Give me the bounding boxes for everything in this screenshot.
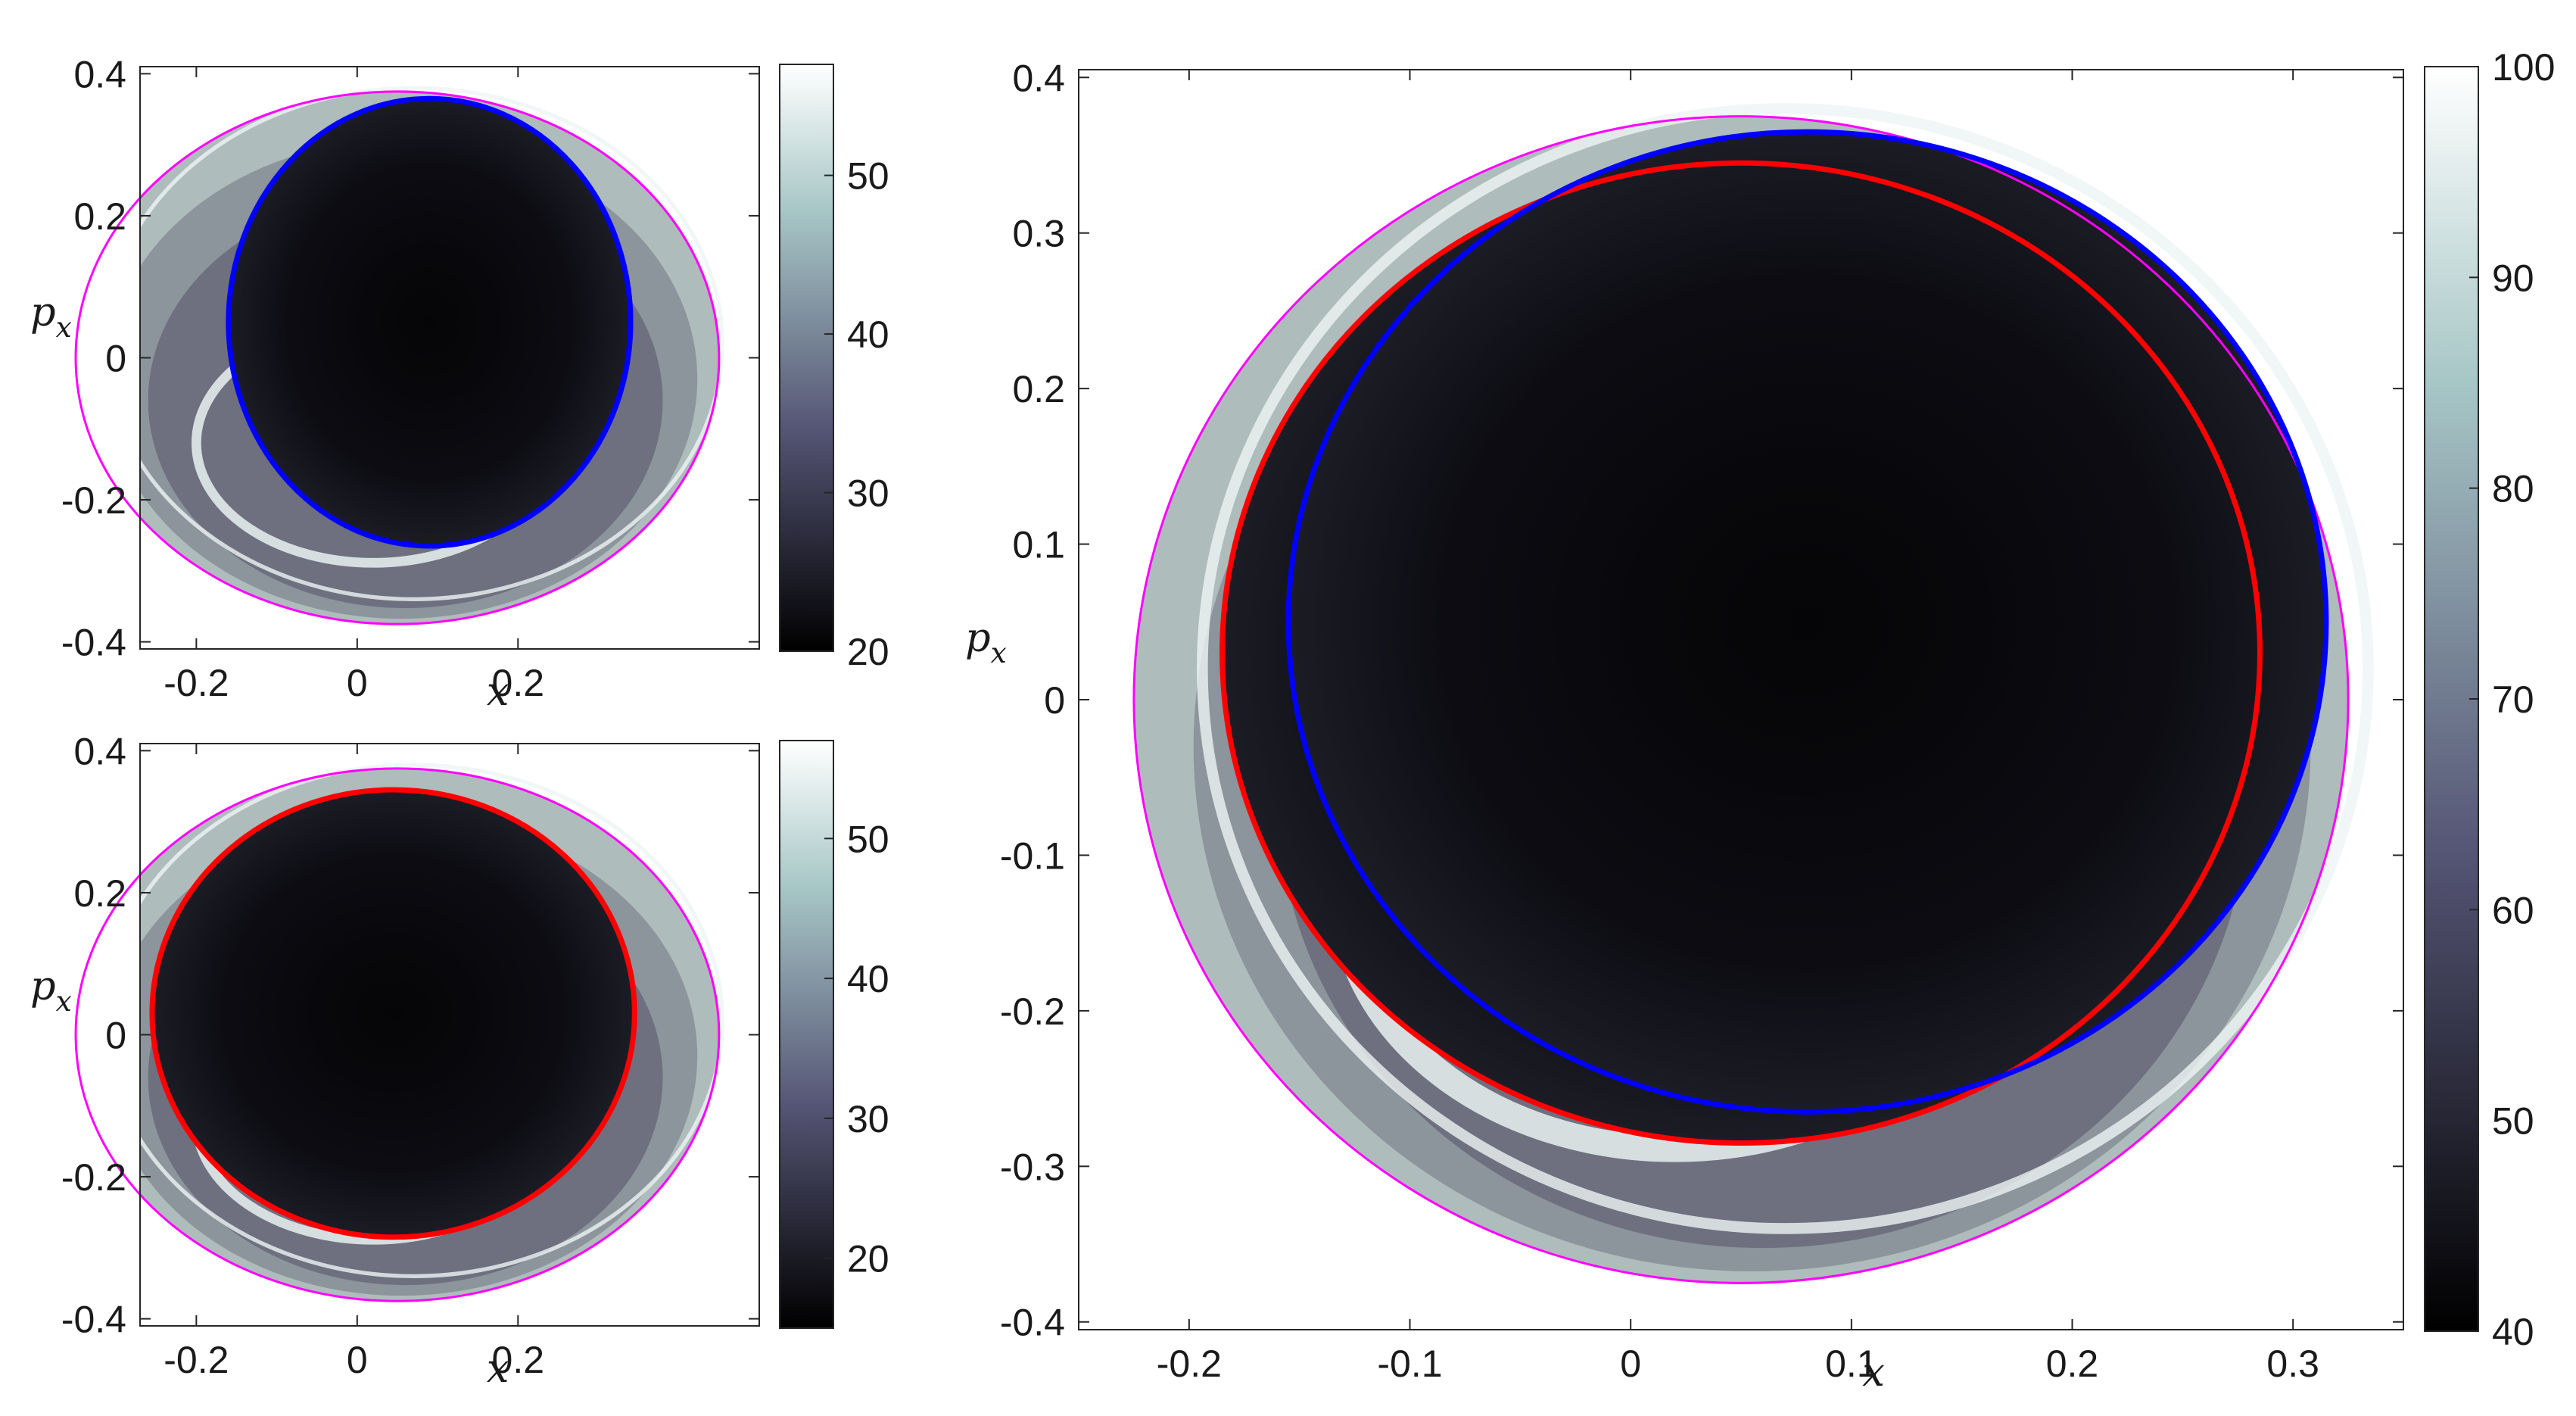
x-tick-label: -0.2: [164, 1339, 229, 1381]
x-axis-label: x: [1862, 1349, 1885, 1396]
colorbar-tick-label: 40: [847, 313, 889, 356]
y-axis-label: px: [30, 289, 72, 344]
heatmap-core: [1288, 132, 2326, 1112]
y-tick-label: 0: [105, 1015, 126, 1057]
heatmap-core: [228, 98, 631, 547]
colorbar-tick-label: 80: [2492, 468, 2534, 510]
colorbar: [779, 64, 834, 652]
x-tick-label: 0: [1620, 1343, 1641, 1385]
y-tick-label: 0: [105, 338, 126, 380]
y-tick-label: 0.4: [73, 53, 126, 95]
x-tick-label: 0.2: [2046, 1343, 2099, 1385]
y-tick-label: -0.3: [1000, 1146, 1065, 1188]
red-curve: [149, 787, 637, 1240]
colorbar-tick-label: 50: [847, 818, 889, 860]
colorbar-tick-label: 50: [2492, 1100, 2534, 1143]
heatmap-rim-filament: [1197, 103, 2374, 1234]
energy-boundary: [1132, 115, 2350, 1284]
y-axis-label-subscript: x: [991, 636, 1007, 669]
colorbar-tick-label: 60: [2492, 889, 2534, 931]
y-axis-label-subscript: x: [56, 984, 72, 1018]
colorbar-tick-label: 20: [847, 1238, 889, 1280]
y-tick-label: -0.2: [61, 1156, 126, 1199]
y-tick-label: 0.2: [73, 195, 126, 238]
colorbar-tick-label: 30: [847, 473, 889, 515]
x-tick-label: 0.3: [2266, 1343, 2319, 1385]
x-tick-label: -0.1: [1377, 1343, 1442, 1385]
energy-boundary: [74, 90, 721, 625]
y-tick-label: 0.2: [1012, 368, 1065, 410]
y-tick-label: 0.2: [73, 872, 126, 915]
colorbar-tick-label: 100: [2492, 46, 2555, 89]
colorbar-tick-label: 50: [847, 155, 889, 198]
heatmap-field: [140, 86, 724, 625]
energy-boundary: [74, 767, 721, 1302]
red-curve: [1219, 160, 2263, 1146]
y-axis-label: px: [965, 615, 1007, 669]
y-axis-label: px: [30, 963, 72, 1018]
x-tick-label: 0.2: [492, 662, 545, 704]
colorbar-tick-label: 90: [2492, 257, 2534, 299]
y-axis-label-subscript: x: [56, 310, 72, 344]
x-tick-label: -0.2: [1157, 1343, 1222, 1385]
colorbar: [779, 740, 834, 1329]
colorbar-tick-label: 20: [847, 631, 889, 673]
y-tick-label: 0.1: [1012, 524, 1065, 566]
y-tick-label: -0.2: [61, 479, 126, 522]
panel-right: -0.2 -0.1 0 0.1 0.2 0.3 -0.4 -0.3 -0.2 -0.1 0 0.1 0.…: [965, 46, 2555, 1396]
y-tick-label: 0: [1044, 679, 1065, 722]
x-tick-label: -0.2: [164, 662, 229, 704]
blue-curve: [1285, 129, 2329, 1115]
colorbar-tick-label: 30: [847, 1098, 889, 1140]
blue-curve: [226, 95, 634, 549]
colorbar-tick-label: 40: [847, 958, 889, 1000]
heatmap-field: [1133, 103, 2374, 1283]
x-tick-label: 0.1: [1825, 1343, 1878, 1385]
colorbar-tick-label: 70: [2492, 678, 2534, 721]
x-tick-label: 0: [347, 662, 368, 704]
heatmap-rim-filament: [140, 86, 724, 601]
y-tick-label: -0.2: [1000, 990, 1065, 1033]
colorbar-tick-label: 40: [2492, 1311, 2534, 1353]
x-axis-label: x: [487, 669, 509, 715]
x-tick-label: 0: [347, 1339, 368, 1381]
y-tick-label: 0.4: [1012, 57, 1065, 99]
y-tick-label: -0.4: [61, 622, 126, 664]
y-tick-label: 0.4: [73, 730, 126, 772]
y-tick-label: 0.3: [1012, 213, 1065, 255]
x-tick-label: 0.2: [492, 1339, 545, 1381]
y-tick-label: -0.4: [1000, 1302, 1065, 1344]
x-axis-label: x: [487, 1346, 509, 1392]
y-tick-label: -0.4: [61, 1299, 126, 1341]
y-tick-label: -0.1: [1000, 834, 1065, 877]
heatmap-rim-filament: [140, 763, 724, 1278]
heatmap-core: [151, 789, 635, 1237]
